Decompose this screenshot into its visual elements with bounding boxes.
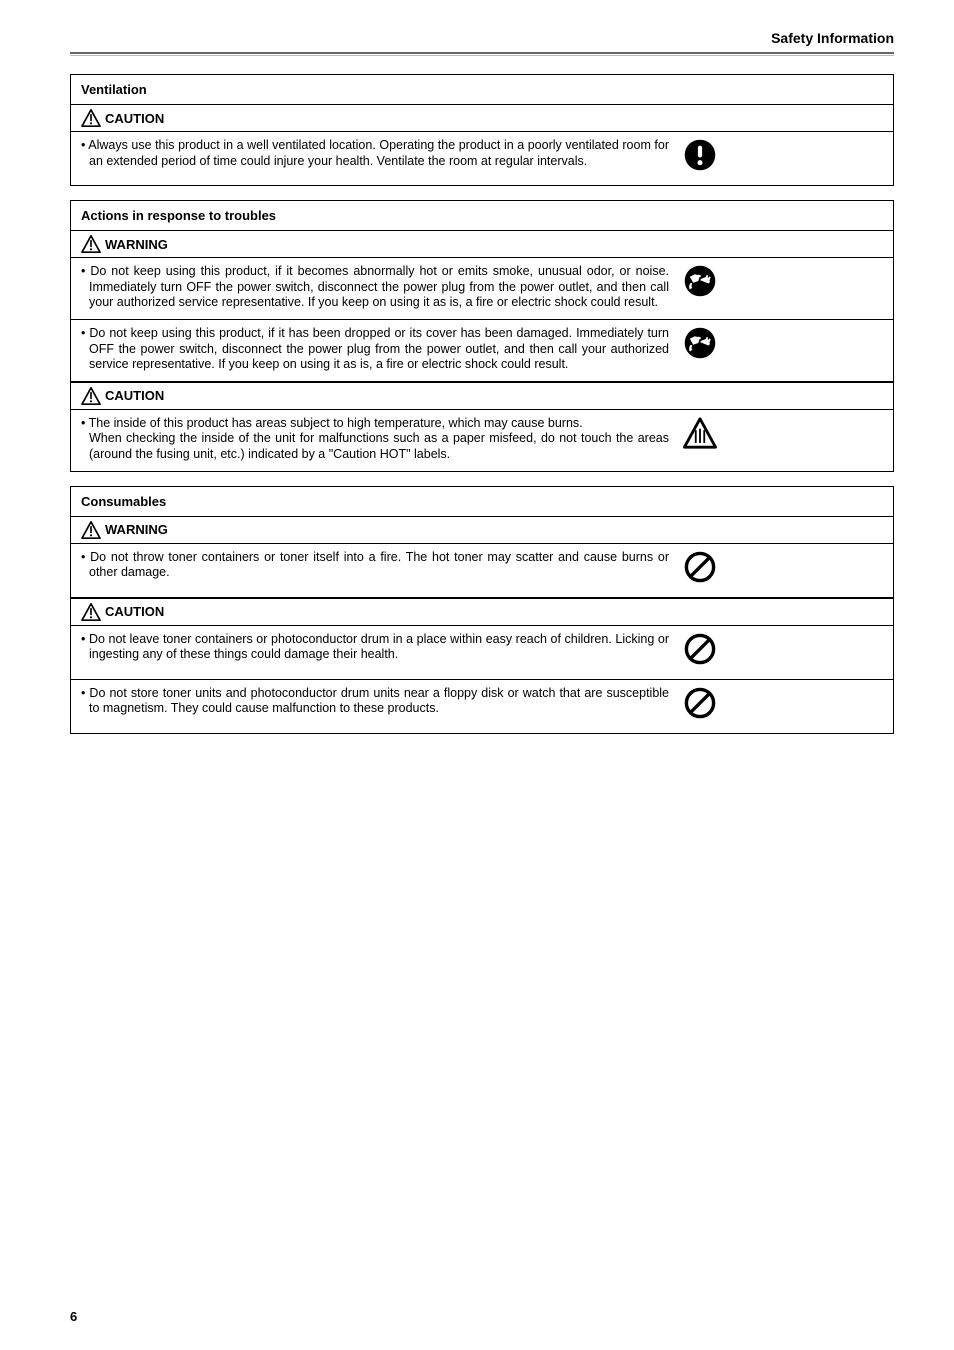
safety-item-icon-cell xyxy=(683,138,883,177)
group-label-text: CAUTION xyxy=(105,111,164,126)
safety-item-row: • Do not keep using this product, if it … xyxy=(71,258,893,320)
safety-item-text: • Do not keep using this product, if it … xyxy=(81,264,683,311)
safety-item-text: • Do not store toner units and photocond… xyxy=(81,686,683,717)
safety-item-row: • Do not store toner units and photocond… xyxy=(71,680,893,733)
warning-triangle-icon xyxy=(81,387,101,405)
safety-item-row: • Do not keep using this product, if it … xyxy=(71,320,893,382)
prohibit-icon xyxy=(683,632,717,666)
hot-icon xyxy=(683,416,717,450)
safety-item-icon-cell xyxy=(683,326,883,365)
group-label: WARNING xyxy=(71,517,893,544)
page-number: 6 xyxy=(70,1309,77,1324)
unplug-icon xyxy=(683,264,717,298)
content-container: Ventilation CAUTION • Always use this pro… xyxy=(70,74,894,734)
safety-block: Consumables WARNING • Do not throw toner … xyxy=(70,486,894,734)
header-rule xyxy=(70,52,894,56)
safety-item-text: • The inside of this product has areas s… xyxy=(81,416,683,463)
safety-item-row: • Always use this product in a well vent… xyxy=(71,132,893,185)
page: Safety Information Ventilation CAUTION • … xyxy=(0,0,954,1350)
group-label-text: WARNING xyxy=(105,522,168,537)
safety-item-text: • Always use this product in a well vent… xyxy=(81,138,683,169)
prohibit-icon xyxy=(683,686,717,720)
safety-item-icon-cell xyxy=(683,550,883,589)
mandatory-icon xyxy=(683,138,717,172)
group-label: WARNING xyxy=(71,231,893,258)
section-title: Actions in response to troubles xyxy=(71,201,893,231)
safety-item-row: • Do not throw toner containers or toner… xyxy=(71,544,893,598)
safety-item-icon-cell xyxy=(683,632,883,671)
warning-triangle-icon xyxy=(81,521,101,539)
safety-item-icon-cell xyxy=(683,264,883,303)
safety-item-icon-cell xyxy=(683,416,883,455)
group-label: CAUTION xyxy=(71,382,893,410)
warning-triangle-icon xyxy=(81,235,101,253)
warning-triangle-icon xyxy=(81,603,101,621)
group-label-text: CAUTION xyxy=(105,388,164,403)
safety-item-row: • Do not leave toner containers or photo… xyxy=(71,626,893,680)
safety-item-row: • The inside of this product has areas s… xyxy=(71,410,893,471)
prohibit-icon xyxy=(683,550,717,584)
safety-item-icon-cell xyxy=(683,686,883,725)
warning-triangle-icon xyxy=(81,109,101,127)
section-title: Ventilation xyxy=(71,75,893,105)
header-title: Safety Information xyxy=(70,30,894,46)
safety-item-text: • Do not keep using this product, if it … xyxy=(81,326,683,373)
group-label: CAUTION xyxy=(71,598,893,626)
section-title: Consumables xyxy=(71,487,893,517)
safety-item-text: • Do not throw toner containers or toner… xyxy=(81,550,683,581)
group-label-text: WARNING xyxy=(105,237,168,252)
group-label: CAUTION xyxy=(71,105,893,132)
group-label-text: CAUTION xyxy=(105,604,164,619)
safety-item-text: • Do not leave toner containers or photo… xyxy=(81,632,683,663)
safety-block: Ventilation CAUTION • Always use this pro… xyxy=(70,74,894,186)
unplug-icon xyxy=(683,326,717,360)
safety-block: Actions in response to troubles WARNING •… xyxy=(70,200,894,472)
